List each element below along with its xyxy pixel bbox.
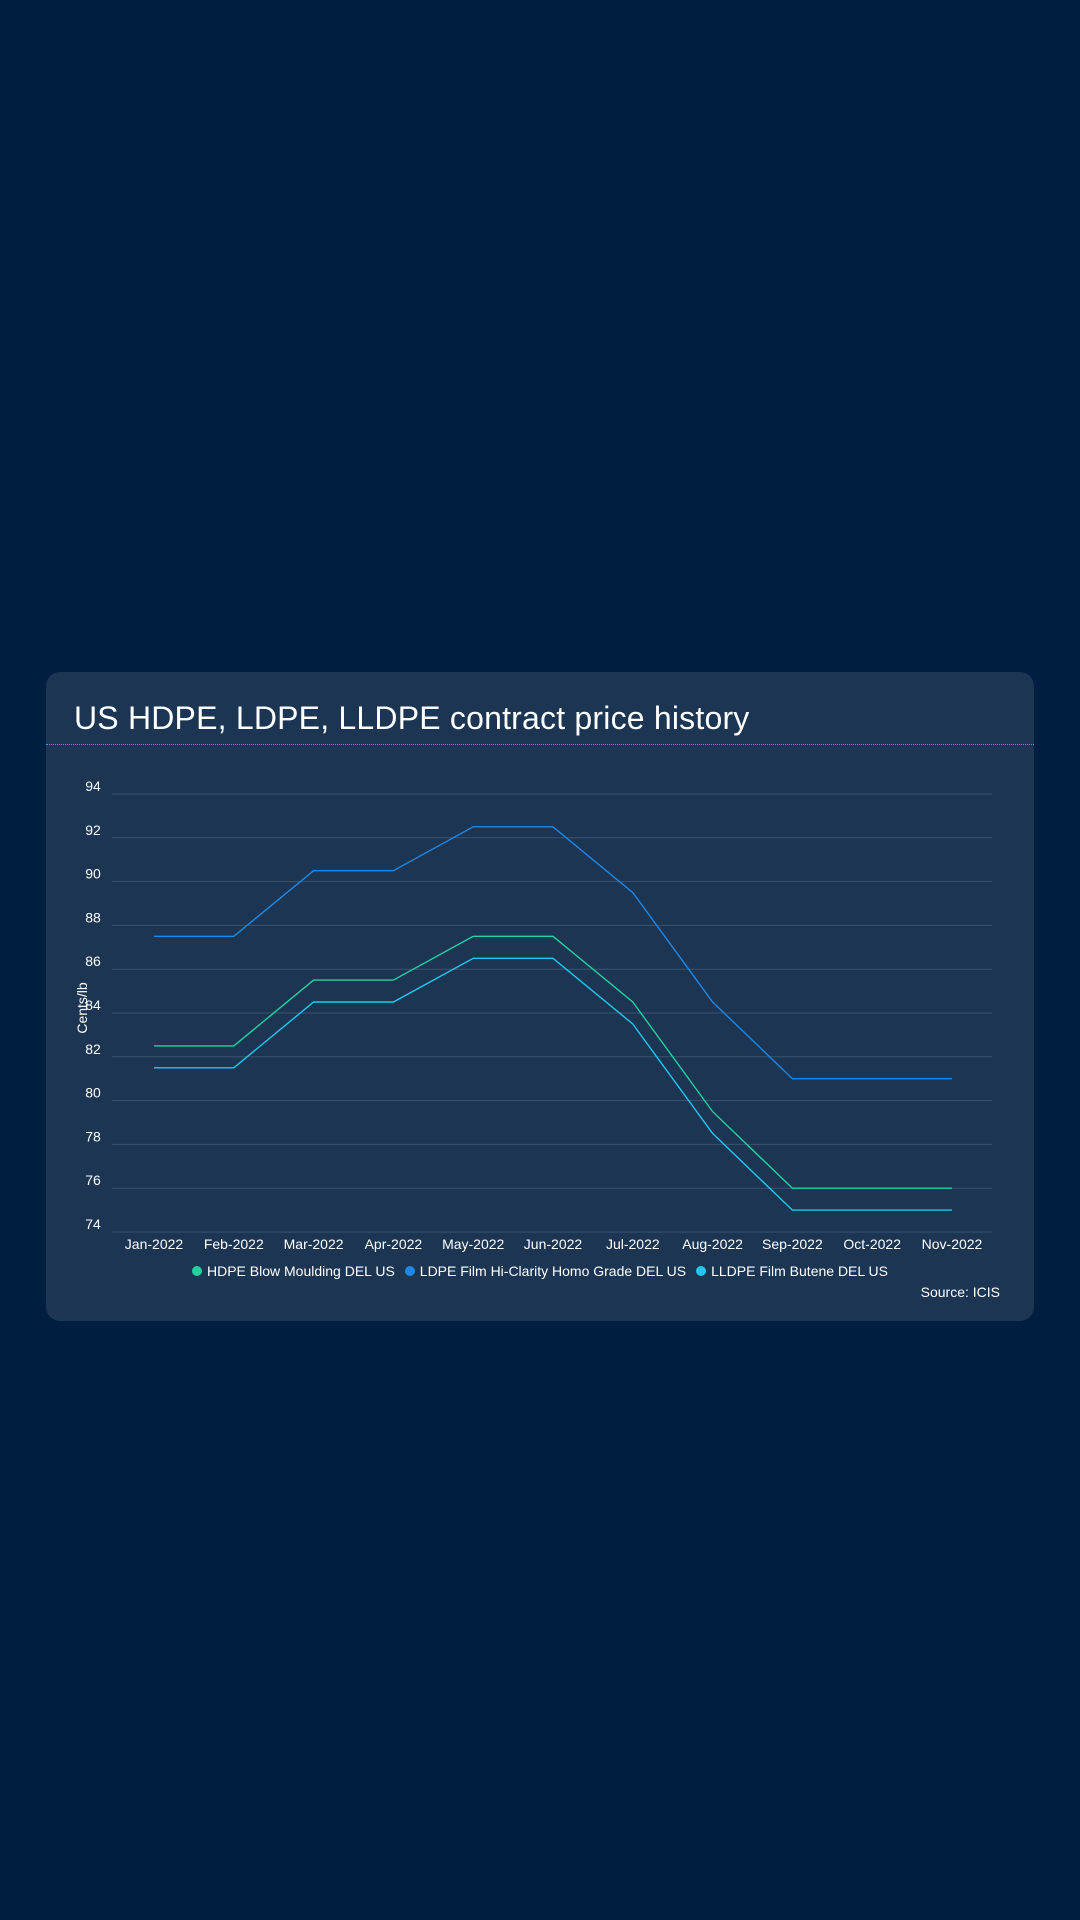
chart-card: US HDPE, LDPE, LLDPE contract price hist…	[46, 672, 1034, 1321]
x-tick-label: Oct-2022	[843, 1236, 901, 1252]
x-axis-ticks: Jan-2022 Feb-2022 Mar-2022 Apr-2022 May-2022…	[125, 1236, 983, 1252]
y-tick-label: 76	[85, 1172, 101, 1188]
y-axis-title: Cents/lb	[74, 982, 90, 1034]
legend-item-1: HDPE Blow Moulding DEL US	[192, 1263, 395, 1279]
y-tick-label: 84	[85, 997, 101, 1013]
legend-item-2: LDPE Film Hi-Clarity Homo Grade DEL US	[404, 1263, 687, 1279]
source-note: Source: ICIS	[920, 1284, 1000, 1300]
legend-dot-icon	[404, 1266, 415, 1276]
series-line-3	[154, 957, 952, 1211]
x-tick-label: Nov-2022	[922, 1236, 983, 1252]
legend-dot-icon	[192, 1266, 202, 1276]
title-divider	[46, 744, 1034, 745]
x-tick-label: Apr-2022	[365, 1236, 423, 1252]
legend-dot-icon	[696, 1266, 707, 1276]
x-tick-label: Jul-2022	[606, 1236, 660, 1252]
y-tick-label: 80	[85, 1085, 101, 1101]
legend-item-3: LLDPE Film Butene DEL US	[696, 1263, 888, 1279]
legend-label: LLDPE Film Butene DEL US	[711, 1263, 888, 1279]
y-tick-label: 74	[85, 1216, 101, 1232]
x-tick-label: Sep-2022	[762, 1236, 823, 1252]
chart-legend: HDPE Blow Moulding DEL US LDPE Film Hi-Cl…	[46, 1263, 1034, 1279]
series-line-2	[154, 826, 952, 1080]
x-tick-label: Mar-2022	[284, 1236, 344, 1252]
grid-lines	[112, 793, 992, 1233]
y-tick-label: 90	[85, 866, 101, 882]
y-axis-ticks: 74 76 78 80 82 84 86 88 90 92 94	[85, 778, 101, 1232]
y-tick-label: 82	[85, 1041, 101, 1057]
y-tick-label: 88	[85, 909, 101, 925]
legend-label: LDPE Film Hi-Clarity Homo Grade DEL US	[419, 1263, 687, 1279]
line-chart: 74 76 78 80 82 84 86 88 90 92 94 Jan-2022 Feb-2022 M…	[74, 778, 992, 1252]
x-tick-label: Aug-2022	[682, 1236, 743, 1252]
x-tick-label: Jan-2022	[125, 1236, 184, 1252]
series-lines	[154, 826, 952, 1211]
y-tick-label: 86	[85, 953, 101, 969]
legend-label: HDPE Blow Moulding DEL US	[207, 1263, 395, 1279]
x-tick-label: Feb-2022	[204, 1236, 264, 1252]
x-tick-label: Jun-2022	[524, 1236, 583, 1252]
x-tick-label: May-2022	[442, 1236, 504, 1252]
y-tick-label: 92	[85, 822, 101, 838]
series-line-1	[154, 935, 952, 1189]
chart-title: US HDPE, LDPE, LLDPE contract price hist…	[74, 700, 750, 736]
y-tick-label: 78	[85, 1128, 101, 1144]
y-tick-label: 94	[85, 778, 101, 794]
